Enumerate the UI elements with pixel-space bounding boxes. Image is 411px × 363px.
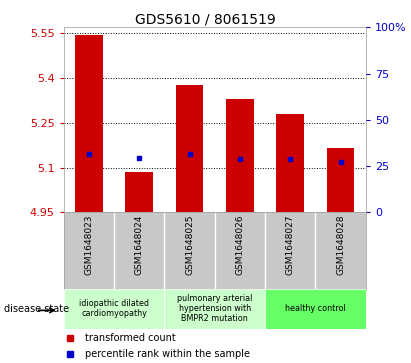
- Bar: [176, 85, 203, 212]
- Text: transformed count: transformed count: [85, 333, 175, 343]
- Bar: [226, 99, 254, 212]
- Text: GSM1648024: GSM1648024: [135, 215, 144, 275]
- Text: percentile rank within the sample: percentile rank within the sample: [85, 349, 250, 359]
- Bar: [164, 289, 265, 329]
- Bar: [125, 172, 153, 212]
- Bar: [64, 289, 164, 329]
- Bar: [75, 35, 103, 212]
- Text: pulmonary arterial
hypertension with
BMPR2 mutation: pulmonary arterial hypertension with BMP…: [177, 294, 252, 323]
- Text: GSM1648025: GSM1648025: [185, 215, 194, 275]
- Text: GSM1648028: GSM1648028: [336, 215, 345, 275]
- Bar: [265, 289, 366, 329]
- Text: idiopathic dilated
cardiomyopathy: idiopathic dilated cardiomyopathy: [79, 299, 149, 318]
- Text: healthy control: healthy control: [285, 304, 346, 313]
- Bar: [277, 114, 304, 212]
- Text: GDS5610 / 8061519: GDS5610 / 8061519: [135, 13, 276, 27]
- Text: GSM1648023: GSM1648023: [84, 215, 93, 275]
- Text: disease state: disease state: [4, 304, 69, 314]
- Bar: [327, 148, 354, 212]
- Text: GSM1648027: GSM1648027: [286, 215, 295, 275]
- Text: GSM1648026: GSM1648026: [236, 215, 245, 275]
